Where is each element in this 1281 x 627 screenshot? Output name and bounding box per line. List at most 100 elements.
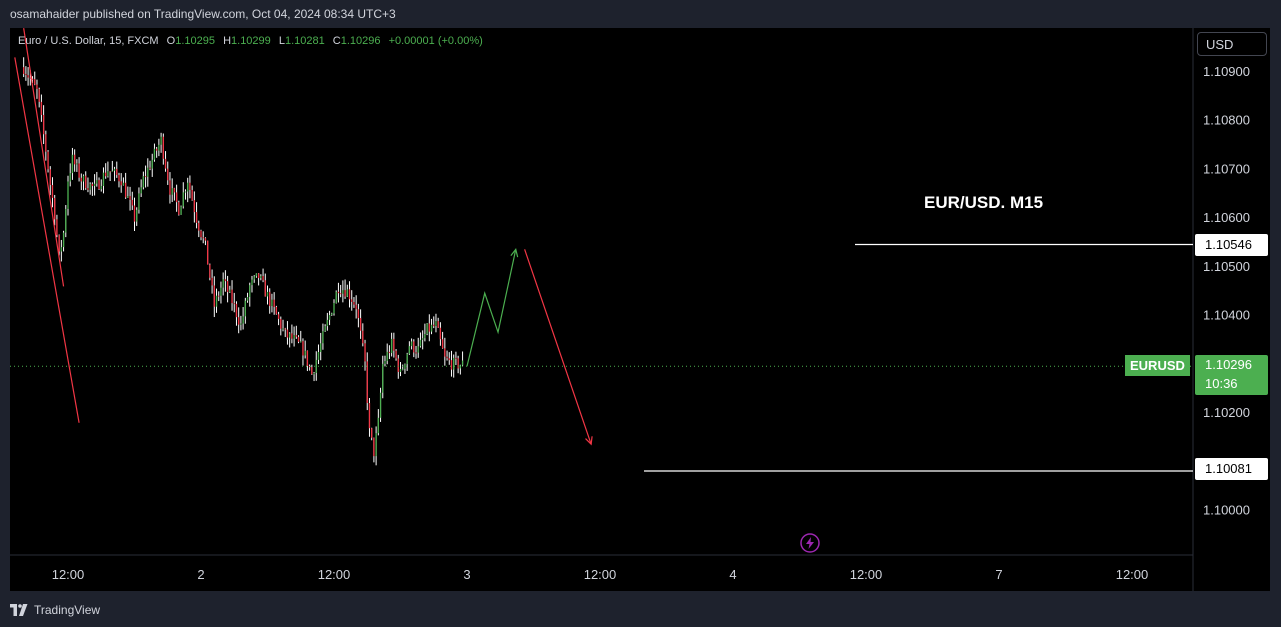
candle-body — [153, 148, 156, 160]
legend-low: 1.10281 — [284, 35, 325, 47]
candle-body — [275, 306, 278, 315]
candle-body — [23, 67, 25, 74]
candle-body — [410, 341, 413, 347]
candle-body — [34, 79, 36, 85]
candle-body — [286, 329, 289, 338]
candle-body — [215, 295, 218, 307]
candle-body — [102, 172, 105, 186]
candle-body — [395, 350, 397, 359]
candle-body — [282, 328, 284, 330]
candle-body — [211, 277, 213, 286]
candle-body — [173, 188, 176, 193]
candle-body — [42, 114, 45, 135]
candle-body — [362, 330, 364, 344]
candle-body — [439, 327, 442, 340]
candle-body — [249, 285, 251, 298]
candle-body — [160, 136, 162, 145]
candle-body — [253, 276, 255, 280]
candle-body — [355, 304, 357, 310]
candle-body — [140, 187, 142, 194]
candle-body — [93, 183, 96, 187]
candle-body — [109, 171, 111, 173]
candle-body — [149, 167, 151, 169]
candle-body — [333, 302, 335, 314]
candle-body — [220, 287, 222, 296]
candle-body — [388, 351, 391, 354]
resistance-price-tag: 1.10546 — [1195, 234, 1268, 256]
candle-body — [195, 212, 198, 223]
candle-body — [457, 358, 459, 369]
candle-body — [295, 334, 297, 337]
candle-body — [344, 290, 346, 297]
candle-body — [306, 350, 309, 367]
price-chart[interactable]: 1.10900 1.10800 1.10700 1.10600 1.10500 1.104… — [10, 28, 1270, 591]
candle-body — [142, 176, 145, 188]
x-tick-label: 12:00 — [584, 567, 617, 582]
candle-body — [96, 180, 98, 184]
candle-body — [47, 151, 49, 170]
candle-body — [375, 433, 377, 457]
candle-body — [69, 173, 71, 182]
legend-low-label: L — [278, 35, 285, 47]
y-tick-label: 1.10200 — [1203, 405, 1250, 420]
candle-body — [49, 169, 51, 186]
countdown-timer: 10:36 — [1205, 376, 1238, 391]
candle-body — [351, 299, 353, 302]
candle-body — [98, 180, 100, 190]
candle-body — [397, 358, 399, 372]
candle-body — [246, 297, 249, 301]
candle-body — [257, 273, 260, 279]
candle-body — [244, 300, 246, 317]
candle-body — [433, 324, 435, 327]
candle-body — [27, 75, 29, 78]
candle-body — [67, 181, 69, 209]
candle-body — [202, 237, 204, 239]
x-tick-label: 4 — [729, 567, 736, 582]
candle-body — [118, 175, 120, 182]
currency-button[interactable]: USD — [1197, 32, 1267, 56]
candle-body — [339, 293, 342, 295]
candle-body — [164, 158, 167, 169]
candle-body — [73, 154, 76, 165]
candle-body — [455, 357, 457, 359]
candle-body — [324, 326, 326, 332]
candle-body — [266, 291, 269, 297]
candle-body — [147, 167, 149, 177]
candle-body — [386, 351, 388, 362]
candle-body — [238, 317, 240, 325]
candle-body — [393, 338, 395, 351]
candle-body — [38, 88, 40, 102]
candle-body — [144, 176, 147, 178]
chart-pane[interactable] — [10, 28, 1270, 591]
candle-body — [54, 197, 56, 220]
candle-body — [80, 177, 82, 182]
candle-body — [353, 301, 355, 305]
candle-body — [184, 191, 187, 193]
candle-body — [291, 333, 293, 339]
candle-body — [182, 192, 184, 207]
support-price-tag: 1.10081 — [1195, 458, 1268, 480]
candle-body — [271, 299, 273, 307]
footer-brand-label: TradingView — [34, 603, 101, 617]
candle-body — [36, 84, 38, 89]
legend-change: +0.00001 (+0.00%) — [388, 35, 483, 47]
candle-body — [373, 437, 375, 457]
candle-body — [60, 247, 63, 252]
candle-body — [273, 299, 275, 307]
legend-close: 1.10296 — [340, 35, 381, 47]
candle-body — [224, 279, 227, 282]
candle-body — [113, 168, 116, 171]
candle-body — [189, 182, 191, 190]
candle-body — [85, 175, 87, 189]
candle-body — [40, 101, 43, 115]
candle-body — [116, 168, 118, 176]
flash-icon[interactable] — [800, 533, 820, 553]
candle-body — [269, 291, 271, 307]
candle-body — [213, 285, 215, 307]
candle-body — [100, 185, 102, 190]
y-tick-label: 1.10600 — [1203, 210, 1250, 225]
candle-body — [158, 144, 160, 151]
candle-body — [131, 199, 133, 206]
footer-brand[interactable]: TradingView — [10, 600, 100, 620]
candle-body — [377, 417, 379, 434]
